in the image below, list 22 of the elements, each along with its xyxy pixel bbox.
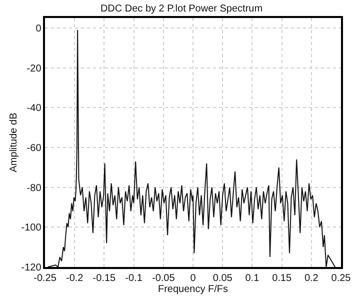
- x-tick-label: -0.15: [92, 272, 116, 284]
- chart-title: DDC Dec by 2 P.lot Power Spectrum: [100, 4, 263, 15]
- x-tick-label: 0: [190, 272, 196, 284]
- y-tick-label: -120: [21, 262, 42, 274]
- y-axis-title: Amplitude dB: [8, 112, 20, 172]
- x-tick-label: -0.1: [125, 272, 143, 284]
- x-tick-label: -0.25: [34, 272, 57, 284]
- x-tick-label: -0.2: [66, 272, 84, 284]
- x-tick-label: 0.05: [212, 272, 233, 284]
- y-tick-label: -100: [21, 222, 42, 234]
- y-tick-label: 0: [36, 23, 42, 34]
- line-series: [47, 29, 336, 267]
- y-tick-label: -80: [26, 182, 42, 194]
- x-tick-label: -0.05: [152, 272, 176, 284]
- x-axis-title: Frequency F/Fs: [158, 284, 228, 295]
- y-tick-label: -40: [26, 103, 42, 114]
- x-tick-label: 0.25: [331, 272, 352, 284]
- x-tick-label: 0.1: [245, 272, 260, 284]
- x-tick-label: 0.15: [272, 272, 292, 284]
- y-tick-label: -60: [26, 142, 42, 154]
- y-tick-label: -20: [26, 63, 42, 74]
- x-tick-label: 0.2: [304, 272, 319, 284]
